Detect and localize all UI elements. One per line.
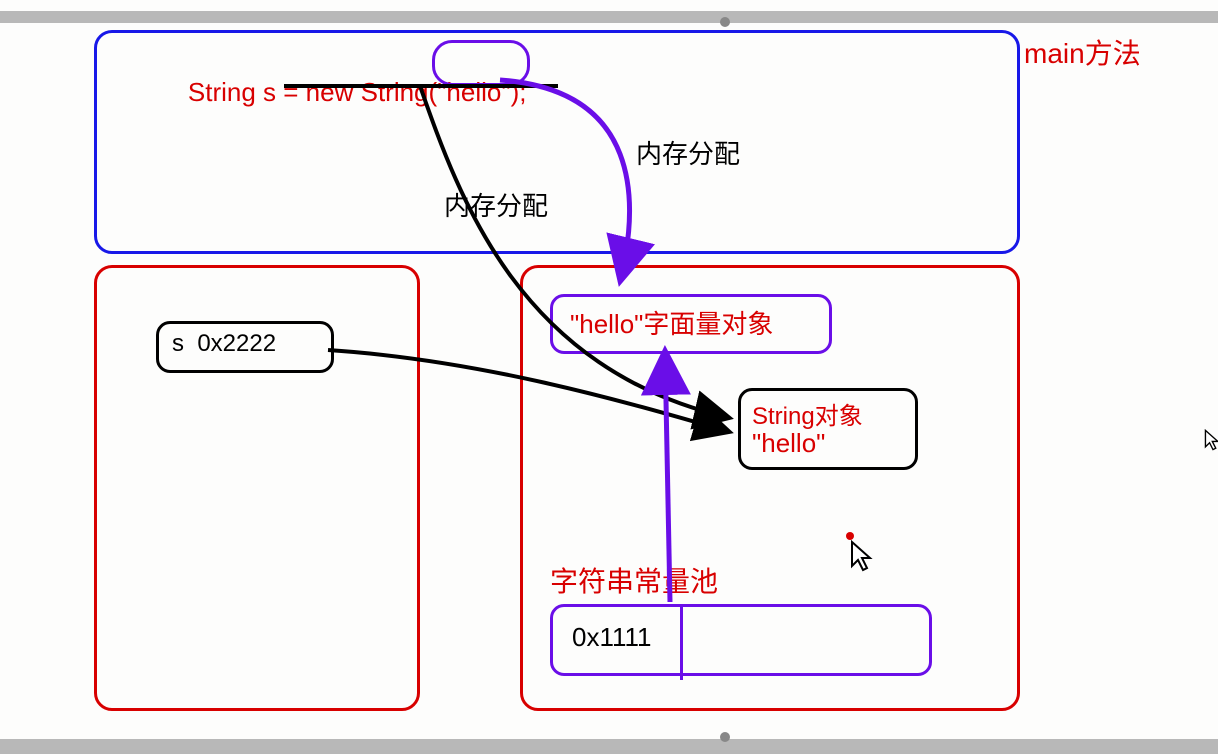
literal-object-label: "hello"字面量对象 — [570, 304, 773, 341]
hello-literal-highlight — [432, 40, 530, 86]
memory-alloc-label-1: 内存分配 — [636, 134, 740, 171]
pointer-dot — [846, 532, 854, 540]
memory-alloc-label-2: 内存分配 — [444, 186, 548, 223]
string-object-label-line2: "hello" — [752, 428, 825, 459]
code-prefix: String s = new String( — [188, 77, 437, 107]
cursor-icon — [850, 540, 876, 577]
pool-divider — [680, 604, 683, 680]
top-dot — [720, 17, 730, 27]
string-pool-title: 字符串常量池 — [550, 560, 718, 600]
cursor-edge-icon — [1204, 428, 1218, 456]
string-object-label-line1: String对象 — [752, 396, 863, 431]
variable-s-label: s 0x2222 — [172, 330, 276, 358]
bottom-bar — [0, 739, 1218, 754]
bottom-dot — [720, 732, 730, 742]
top-bar — [0, 11, 1218, 23]
diagram-canvas: String s = new String("hello"); main方法 内… — [0, 0, 1218, 754]
main-method-label: main方法 — [1024, 32, 1141, 72]
pool-address-label: 0x1111 — [572, 622, 652, 653]
